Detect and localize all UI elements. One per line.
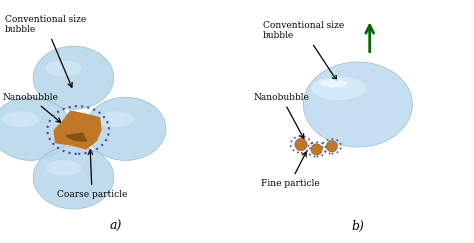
Text: Conventional size
bubble: Conventional size bubble	[263, 21, 344, 80]
Ellipse shape	[45, 160, 82, 176]
Text: Conventional size
bubble: Conventional size bubble	[5, 15, 86, 87]
Ellipse shape	[326, 141, 337, 152]
Ellipse shape	[311, 77, 366, 100]
Ellipse shape	[295, 139, 307, 151]
Ellipse shape	[2, 111, 39, 127]
Text: Coarse particle: Coarse particle	[57, 150, 127, 199]
Ellipse shape	[45, 60, 82, 76]
Ellipse shape	[303, 62, 412, 147]
Text: Fine particle: Fine particle	[261, 152, 319, 188]
Ellipse shape	[63, 123, 99, 144]
PathPatch shape	[54, 110, 102, 150]
Ellipse shape	[33, 46, 114, 109]
Text: b): b)	[351, 220, 365, 233]
Ellipse shape	[319, 79, 347, 87]
Text: a): a)	[110, 220, 122, 233]
Ellipse shape	[98, 111, 134, 127]
Text: Nanobubble: Nanobubble	[254, 93, 310, 139]
Ellipse shape	[33, 146, 114, 209]
Wedge shape	[65, 132, 88, 142]
Ellipse shape	[0, 97, 71, 160]
Text: Nanobubble: Nanobubble	[2, 93, 61, 122]
Ellipse shape	[85, 97, 166, 160]
Ellipse shape	[311, 144, 322, 155]
